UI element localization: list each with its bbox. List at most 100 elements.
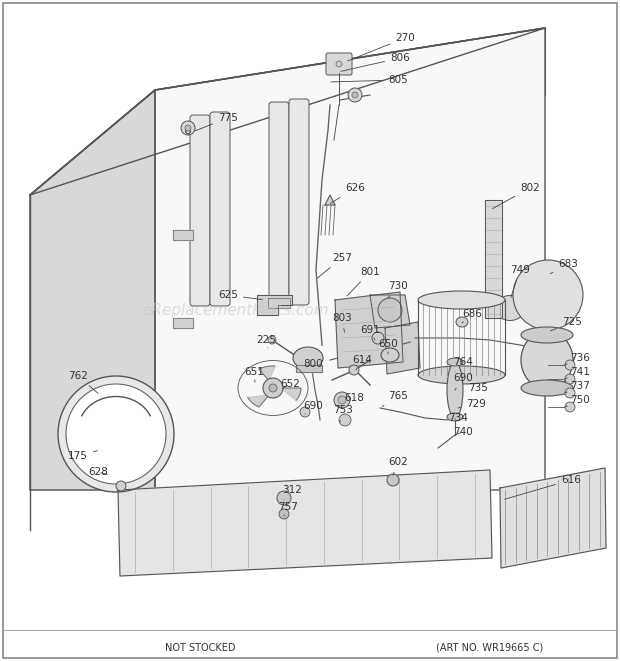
Circle shape	[116, 481, 126, 491]
Polygon shape	[173, 318, 193, 328]
Text: 740: 740	[453, 427, 472, 437]
Circle shape	[338, 396, 346, 404]
Text: 800: 800	[303, 359, 322, 369]
Text: 312: 312	[282, 485, 302, 500]
Polygon shape	[485, 200, 502, 318]
Text: 270: 270	[348, 33, 415, 61]
Text: 257: 257	[317, 253, 352, 278]
Polygon shape	[268, 298, 290, 308]
Text: 628: 628	[88, 467, 108, 477]
Ellipse shape	[521, 380, 573, 396]
Circle shape	[387, 474, 399, 486]
Circle shape	[339, 414, 351, 426]
Text: (ART NO. WR19665 C): (ART NO. WR19665 C)	[436, 643, 544, 653]
Text: 775: 775	[195, 113, 238, 131]
Text: 730: 730	[388, 281, 408, 298]
Polygon shape	[30, 28, 545, 195]
FancyBboxPatch shape	[269, 102, 289, 303]
Circle shape	[336, 61, 342, 67]
Text: 691: 691	[360, 325, 380, 340]
Polygon shape	[281, 388, 301, 401]
Circle shape	[269, 384, 277, 392]
Circle shape	[58, 376, 174, 492]
Text: 651: 651	[244, 367, 264, 382]
Polygon shape	[30, 90, 155, 490]
Circle shape	[66, 384, 166, 484]
Ellipse shape	[447, 362, 463, 418]
Circle shape	[565, 402, 575, 412]
Text: 225: 225	[256, 335, 276, 348]
Text: 618: 618	[342, 393, 364, 408]
Circle shape	[349, 365, 359, 375]
Text: 735: 735	[463, 383, 488, 394]
Circle shape	[277, 491, 291, 505]
Polygon shape	[155, 28, 545, 490]
Text: 650: 650	[378, 339, 398, 354]
FancyBboxPatch shape	[289, 99, 309, 305]
Text: eReplacementParts.com: eReplacementParts.com	[142, 303, 329, 318]
Text: 750: 750	[565, 395, 590, 407]
Circle shape	[378, 298, 402, 322]
Text: 805: 805	[331, 75, 408, 85]
Text: 602: 602	[388, 457, 408, 475]
Text: 762: 762	[68, 371, 98, 393]
Circle shape	[263, 378, 283, 398]
Circle shape	[185, 125, 191, 131]
Polygon shape	[296, 365, 322, 372]
Circle shape	[300, 407, 310, 417]
Circle shape	[565, 374, 575, 384]
Text: 734: 734	[448, 413, 468, 423]
Text: 625: 625	[218, 290, 262, 300]
Polygon shape	[173, 230, 193, 240]
FancyBboxPatch shape	[210, 112, 230, 306]
Ellipse shape	[418, 366, 505, 384]
Text: 757: 757	[278, 502, 298, 516]
Circle shape	[348, 88, 362, 102]
Circle shape	[268, 336, 276, 344]
Text: 806: 806	[341, 53, 410, 71]
Circle shape	[565, 388, 575, 398]
Text: 686: 686	[462, 309, 482, 323]
Polygon shape	[118, 470, 492, 576]
Circle shape	[181, 121, 195, 135]
Circle shape	[372, 332, 384, 344]
Text: 614: 614	[352, 355, 372, 370]
Text: 802: 802	[492, 183, 540, 209]
Text: NOT STOCKED: NOT STOCKED	[165, 643, 235, 653]
Ellipse shape	[381, 348, 399, 362]
Text: 616: 616	[505, 475, 581, 499]
Text: 764: 764	[453, 357, 473, 372]
Polygon shape	[248, 395, 269, 407]
Ellipse shape	[521, 331, 573, 389]
Text: 801: 801	[347, 267, 379, 296]
Polygon shape	[259, 366, 275, 381]
Text: 725: 725	[551, 317, 582, 331]
Text: 690: 690	[303, 401, 323, 414]
Ellipse shape	[447, 358, 463, 366]
FancyBboxPatch shape	[326, 53, 352, 75]
Ellipse shape	[495, 295, 525, 321]
FancyBboxPatch shape	[190, 115, 210, 306]
Text: 765: 765	[383, 391, 408, 407]
Text: 175: 175	[68, 451, 97, 461]
Text: 683: 683	[551, 259, 578, 274]
Text: 652: 652	[280, 379, 300, 389]
Polygon shape	[385, 322, 420, 374]
Text: 729: 729	[458, 399, 486, 409]
Circle shape	[334, 392, 350, 408]
Polygon shape	[325, 195, 335, 205]
Circle shape	[513, 260, 583, 330]
Ellipse shape	[293, 347, 323, 369]
Polygon shape	[500, 468, 606, 568]
Ellipse shape	[521, 327, 573, 343]
Circle shape	[279, 509, 289, 519]
Polygon shape	[257, 295, 292, 315]
Polygon shape	[335, 292, 403, 368]
Circle shape	[565, 360, 575, 370]
Text: 737: 737	[565, 381, 590, 393]
Text: 736: 736	[565, 353, 590, 365]
Text: 690: 690	[453, 373, 472, 390]
Polygon shape	[370, 295, 410, 328]
Ellipse shape	[447, 413, 463, 421]
Text: 741: 741	[565, 367, 590, 379]
